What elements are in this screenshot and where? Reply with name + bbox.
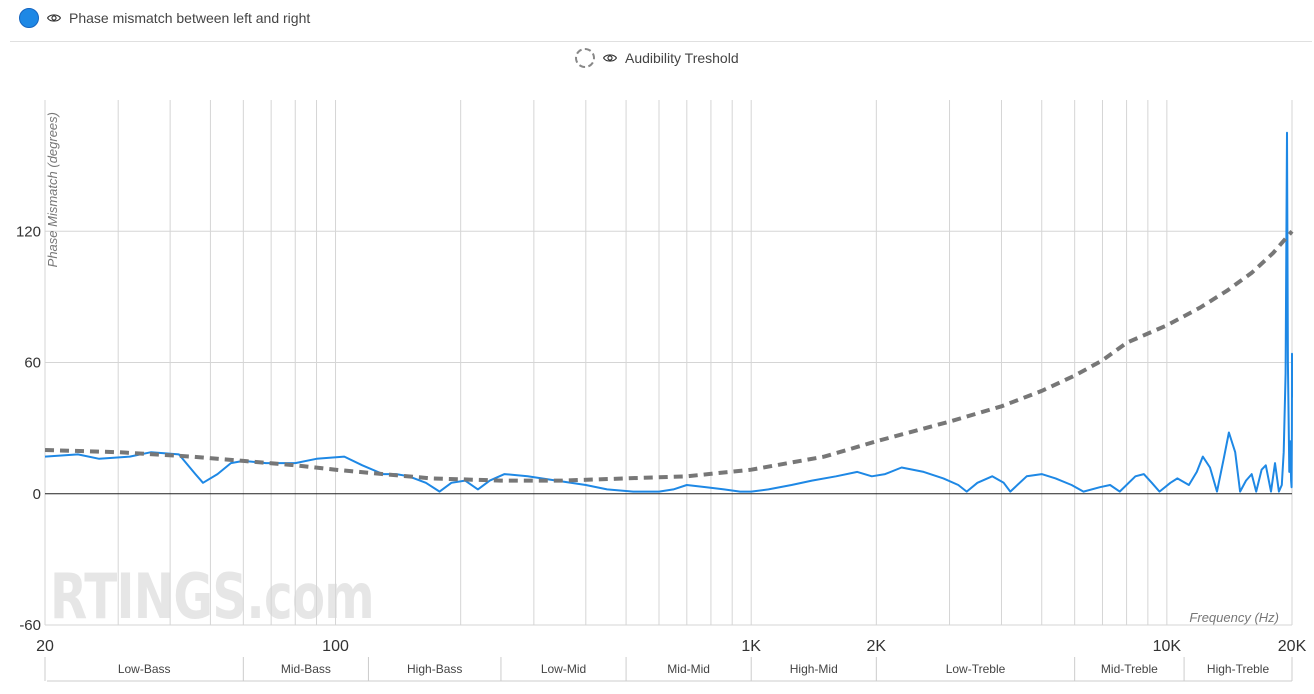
band-label: Mid-Treble	[1101, 662, 1158, 676]
y-tick-label: 60	[24, 355, 41, 372]
x-tick-label: 20	[36, 638, 54, 655]
x-tick-label: 10K	[1153, 638, 1182, 655]
eye-icon[interactable]	[603, 51, 617, 65]
x-axis-label: Frequency (Hz)	[1189, 610, 1279, 625]
legend-label-phase-mismatch: Phase mismatch between left and right	[69, 10, 311, 26]
band-label: High-Bass	[407, 662, 462, 676]
legend-label-audibility-threshold: Audibility Treshold	[625, 50, 739, 66]
band-label: Low-Treble	[946, 662, 1006, 676]
x-tick-label: 2K	[867, 638, 887, 655]
x-tick-label: 20K	[1278, 638, 1307, 655]
threshold-color-swatch[interactable]	[575, 48, 595, 68]
band-label: High-Treble	[1207, 662, 1270, 676]
rtings-watermark: RTINGS.com	[50, 560, 375, 633]
y-axis-label: Phase Mismatch (degrees)	[45, 112, 60, 267]
legend-item-audibility-threshold[interactable]: Audibility Treshold	[575, 48, 739, 68]
y-tick-label: 0	[33, 486, 41, 503]
legend-divider	[10, 41, 1312, 42]
y-tick-label: -60	[19, 617, 41, 634]
x-tick-label: 100	[322, 638, 349, 655]
series-color-swatch[interactable]	[19, 8, 39, 28]
band-label: Mid-Mid	[667, 662, 710, 676]
band-label: Mid-Bass	[281, 662, 331, 676]
band-label: High-Mid	[790, 662, 838, 676]
phase-mismatch-line	[44, 131, 1293, 493]
band-label: Low-Mid	[541, 662, 586, 676]
x-tick-label: 1K	[741, 638, 761, 655]
eye-icon[interactable]	[47, 11, 61, 25]
threshold-line	[44, 229, 1294, 483]
band-label: Low-Bass	[118, 662, 171, 676]
legend-item-phase-mismatch[interactable]: Phase mismatch between left and right	[19, 8, 310, 28]
y-tick-label: 120	[16, 223, 41, 240]
